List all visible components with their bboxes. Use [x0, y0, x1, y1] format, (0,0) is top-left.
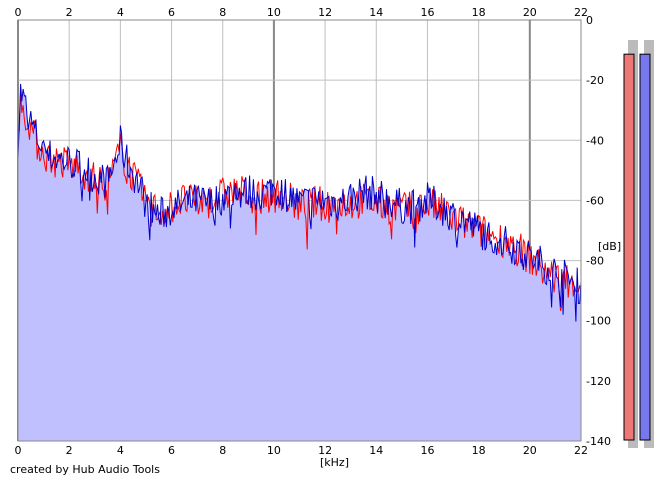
spectrum-fill: [18, 83, 581, 442]
x-axis-bottom-ticks: 0 2 4 6 8 10 12 14 16 18 20 22: [15, 444, 589, 457]
x-tick-label-bottom: 2: [66, 444, 73, 457]
x-tick-label-top: 2: [66, 6, 73, 19]
x-tick-label-bottom: 10: [267, 444, 281, 457]
x-tick-label-top: 6: [168, 6, 175, 19]
x-tick-label-top: 12: [318, 6, 332, 19]
x-tick-label-top: 8: [219, 6, 226, 19]
y-axis-label: [dB]: [598, 240, 622, 253]
series-layer: [17, 19, 582, 442]
x-tick-label-bottom: 22: [574, 444, 588, 457]
x-tick-label-top: 16: [420, 6, 434, 19]
x-tick-label-top: 18: [472, 6, 486, 19]
x-tick-label-top: 20: [523, 6, 537, 19]
x-tick-label-bottom: 14: [369, 444, 383, 457]
level-meters: [623, 40, 654, 448]
x-tick-label-bottom: 4: [117, 444, 124, 457]
x-tick-label-bottom: 6: [168, 444, 175, 457]
y-tick-label: -100: [586, 315, 611, 328]
plot-frame: [17, 19, 582, 442]
x-tick-label-bottom: 16: [420, 444, 434, 457]
x-tick-label-bottom: 12: [318, 444, 332, 457]
y-tick-label: -20: [586, 74, 604, 87]
x-tick-label-bottom: 20: [523, 444, 537, 457]
x-axis-top-ticks: 0 2 4 6 8 10 12 14 16 18 20 22: [15, 6, 589, 19]
x-tick-label-top: 4: [117, 6, 124, 19]
y-tick-label: -80: [586, 255, 604, 268]
level-meter-right: [639, 53, 651, 441]
y-tick-label: -120: [586, 375, 611, 388]
credit-text: created by Hub Audio Tools: [10, 463, 160, 476]
x-tick-label-top: 14: [369, 6, 383, 19]
x-tick-label-top: 0: [15, 6, 22, 19]
x-tick-label-top: 10: [267, 6, 281, 19]
x-axis-label: [kHz]: [320, 456, 349, 469]
y-axis-ticks: 0 -20 -40 -60 -80 -100 -120 -140: [586, 14, 611, 448]
y-tick-label: -40: [586, 134, 604, 147]
level-meter-left: [623, 53, 635, 441]
x-tick-label-bottom: 8: [219, 444, 226, 457]
x-tick-label-top: 22: [574, 6, 588, 19]
x-tick-label-bottom: 0: [15, 444, 22, 457]
y-tick-label: -140: [586, 435, 611, 448]
y-tick-label: -60: [586, 194, 604, 207]
y-tick-label: 0: [586, 14, 593, 27]
series-line-blue: [17, 83, 582, 322]
x-tick-label-bottom: 18: [472, 444, 486, 457]
